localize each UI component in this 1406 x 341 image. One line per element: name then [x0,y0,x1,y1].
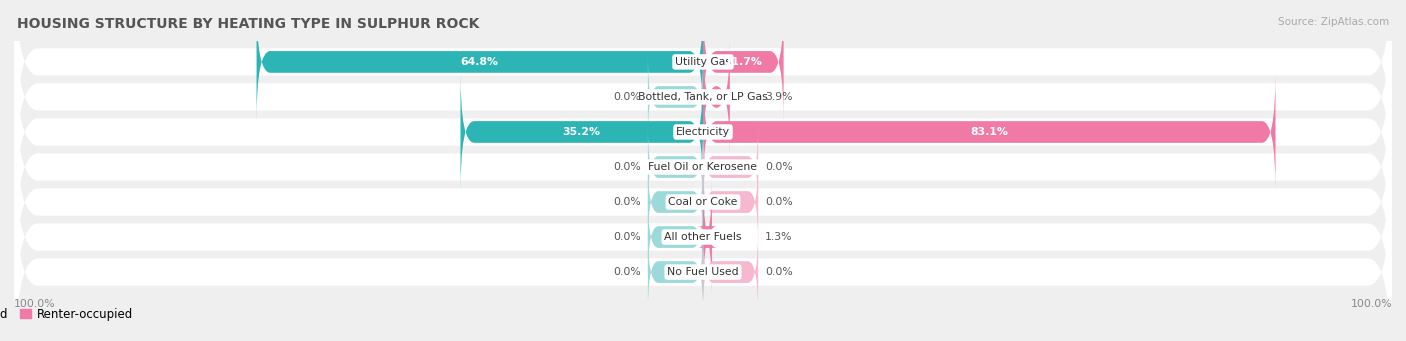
FancyBboxPatch shape [648,195,703,279]
Text: 0.0%: 0.0% [613,92,641,102]
Text: 3.9%: 3.9% [765,92,793,102]
Text: 0.0%: 0.0% [765,162,793,172]
FancyBboxPatch shape [14,93,1392,311]
Text: 0.0%: 0.0% [765,197,793,207]
FancyBboxPatch shape [14,0,1392,171]
Text: 0.0%: 0.0% [613,162,641,172]
FancyBboxPatch shape [703,73,1275,191]
Text: 1.3%: 1.3% [765,232,793,242]
Text: 0.0%: 0.0% [613,232,641,242]
FancyBboxPatch shape [648,160,703,244]
FancyBboxPatch shape [256,3,703,121]
FancyBboxPatch shape [648,55,703,139]
Text: Utility Gas: Utility Gas [675,57,731,67]
Text: 100.0%: 100.0% [1350,299,1392,309]
FancyBboxPatch shape [14,0,1392,206]
FancyBboxPatch shape [703,160,758,244]
Text: 100.0%: 100.0% [14,299,56,309]
Text: Fuel Oil or Kerosene: Fuel Oil or Kerosene [648,162,758,172]
Text: 11.7%: 11.7% [724,57,762,67]
Text: 0.0%: 0.0% [765,267,793,277]
FancyBboxPatch shape [703,125,758,209]
FancyBboxPatch shape [703,231,758,314]
Text: 35.2%: 35.2% [562,127,600,137]
FancyBboxPatch shape [703,38,730,156]
FancyBboxPatch shape [14,23,1392,241]
FancyBboxPatch shape [703,3,783,121]
Text: All other Fuels: All other Fuels [664,232,742,242]
Legend: Owner-occupied, Renter-occupied: Owner-occupied, Renter-occupied [0,303,138,325]
Text: No Fuel Used: No Fuel Used [668,267,738,277]
Text: Coal or Coke: Coal or Coke [668,197,738,207]
Text: Electricity: Electricity [676,127,730,137]
FancyBboxPatch shape [648,231,703,314]
FancyBboxPatch shape [14,163,1392,341]
FancyBboxPatch shape [648,125,703,209]
Text: Bottled, Tank, or LP Gas: Bottled, Tank, or LP Gas [638,92,768,102]
FancyBboxPatch shape [461,73,703,191]
Text: 0.0%: 0.0% [613,267,641,277]
FancyBboxPatch shape [14,128,1392,341]
FancyBboxPatch shape [14,58,1392,276]
FancyBboxPatch shape [699,178,717,296]
Text: HOUSING STRUCTURE BY HEATING TYPE IN SULPHUR ROCK: HOUSING STRUCTURE BY HEATING TYPE IN SUL… [17,17,479,31]
Text: 64.8%: 64.8% [461,57,499,67]
Text: Source: ZipAtlas.com: Source: ZipAtlas.com [1278,17,1389,27]
Text: 83.1%: 83.1% [970,127,1008,137]
Text: 0.0%: 0.0% [613,197,641,207]
